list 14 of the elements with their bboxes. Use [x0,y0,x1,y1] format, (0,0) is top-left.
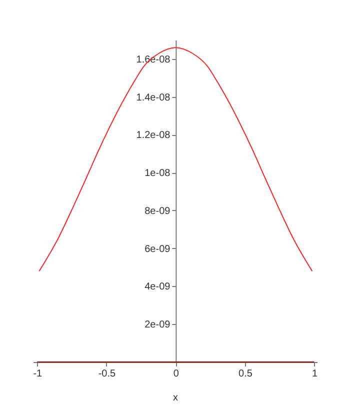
y-tick-label: 6e-09 [144,244,171,255]
y-tick-label: 1.4e-08 [136,92,171,104]
y-tick-label: 1e-08 [144,168,171,180]
line-series [38,47,313,272]
x-tick-label: 0.5 [238,368,253,380]
y-tick-label: 8e-09 [144,206,171,217]
x-tick-label: 0 [173,368,180,380]
x-tick-label: 1 [312,368,318,380]
x-tick-label: -0.5 [98,368,116,380]
y-tick-label: 2e-09 [144,320,171,331]
y-tick-label: 1.2e-08 [136,130,171,142]
y-tick-label: 4e-09 [144,282,171,293]
x-tick-label: -1 [33,368,43,380]
x-axis-title: x [173,392,178,404]
